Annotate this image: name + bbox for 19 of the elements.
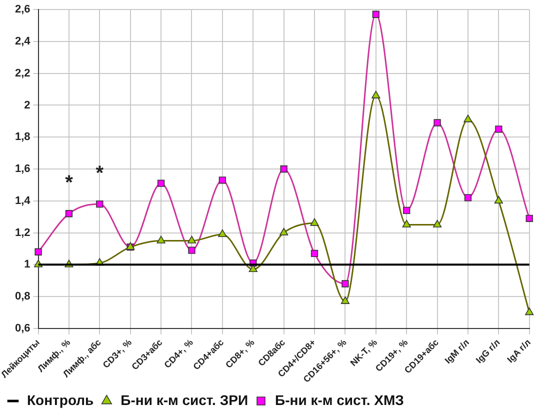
- y-tick-label: 2: [24, 99, 30, 112]
- y-tick-label: 1,8: [14, 131, 30, 144]
- x-tick-label: IgG г/л: [474, 337, 502, 366]
- annotation: *: [65, 172, 74, 194]
- y-tick-label: 1,4: [14, 194, 32, 207]
- y-tick-label: 1,6: [14, 163, 30, 176]
- legend-label: Контроль: [27, 392, 94, 408]
- annotation: *: [96, 162, 104, 185]
- y-tick-label: 0,6: [14, 322, 30, 334]
- x-tick-label: IgM г/л: [442, 337, 472, 366]
- y-tick-label: 0,8: [14, 290, 30, 303]
- y-tick-label: 2,2: [14, 67, 30, 80]
- x-tick-label: IgA г/л: [505, 337, 533, 365]
- y-tick-label: 1: [24, 258, 30, 271]
- y-tick-label: 1,2: [14, 226, 30, 239]
- y-tick-label: 2,6: [14, 4, 30, 16]
- y-tick-label: 2,4: [14, 36, 32, 48]
- legend-label: Б-ни к-м сист. ЗРИ: [120, 392, 248, 408]
- legend-label: Б-ни к-м сист. ХМЗ: [275, 392, 404, 408]
